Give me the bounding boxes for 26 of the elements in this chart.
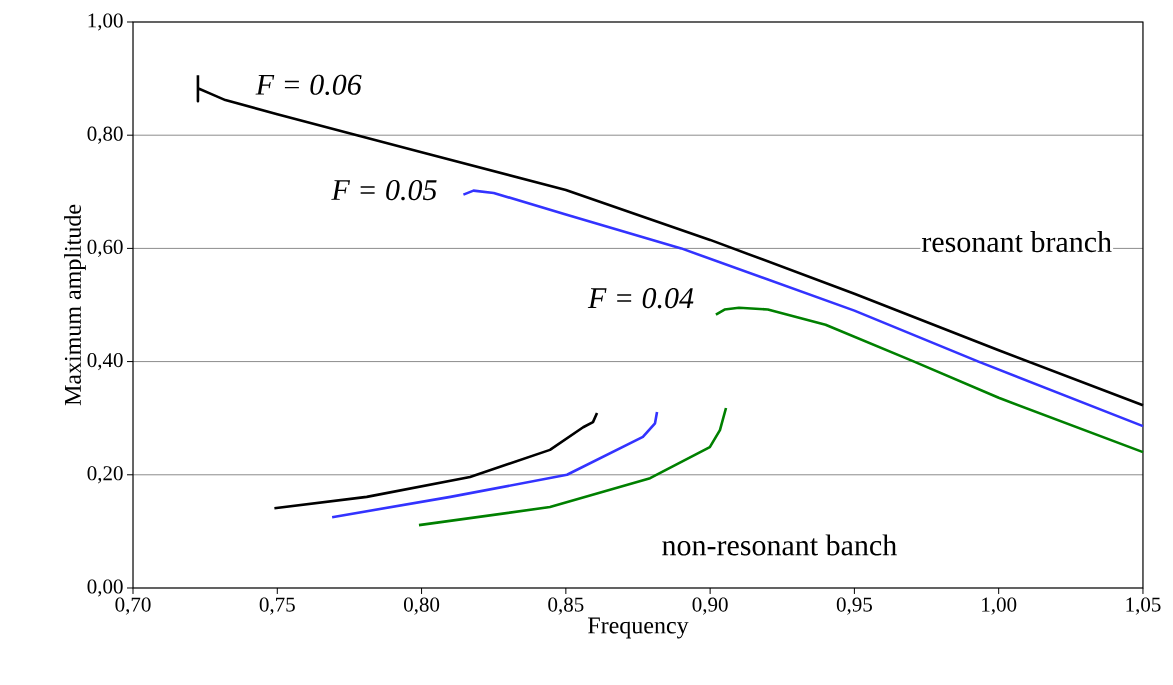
annotation: F = 0.04 bbox=[587, 288, 694, 309]
x-tick-label: 0,85 bbox=[548, 597, 584, 615]
annotation: non-resonant banch bbox=[662, 534, 897, 556]
x-tick-label: 0,95 bbox=[836, 597, 872, 615]
annotation: F = 0.05 bbox=[331, 179, 437, 201]
x-tick-label: 0,90 bbox=[692, 597, 728, 615]
x-tick-label: 0,75 bbox=[259, 597, 295, 615]
x-tick-label: 1,05 bbox=[1126, 597, 1161, 615]
y-tick-label: 0,60 bbox=[87, 239, 123, 257]
line-series bbox=[273, 411, 599, 510]
line-series bbox=[330, 410, 659, 519]
line-series bbox=[417, 406, 728, 527]
x-axis-title: Frequency bbox=[588, 617, 689, 639]
annotation: resonant branch bbox=[921, 231, 1112, 253]
line-series bbox=[714, 306, 1145, 454]
y-tick-label: 0,80 bbox=[87, 126, 123, 144]
y-tick-label: 0,20 bbox=[87, 466, 123, 484]
x-tick-label: 0,80 bbox=[403, 597, 440, 615]
x-tick-label: 1,00 bbox=[982, 597, 1017, 615]
y-tick-label: 0,40 bbox=[87, 353, 123, 371]
y-axis-title: Maximum amplitude bbox=[64, 204, 86, 406]
annotation: F = 0.06 bbox=[255, 74, 362, 95]
y-tick-label: 1,00 bbox=[88, 13, 123, 31]
x-tick-label: 0,70 bbox=[115, 597, 151, 615]
y-tick-label: 0,00 bbox=[87, 579, 123, 597]
line-series bbox=[462, 189, 1145, 428]
